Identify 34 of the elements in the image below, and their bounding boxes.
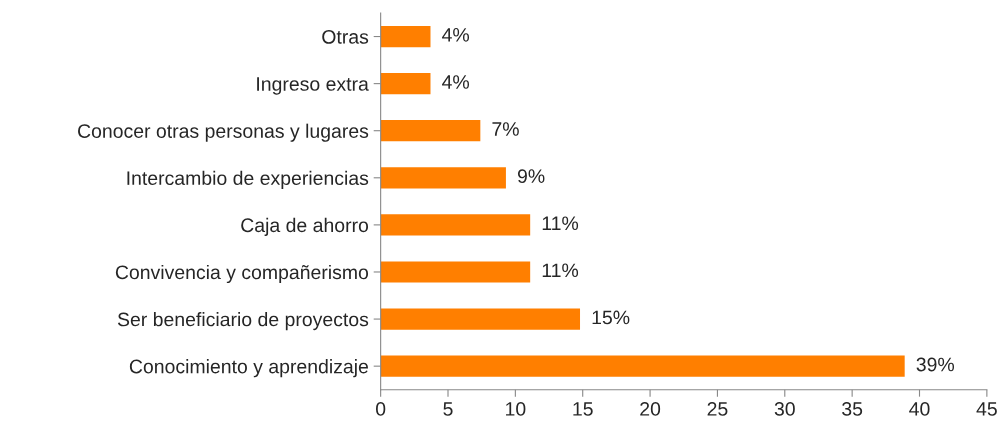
y-tick-label: Caja de ahorro — [241, 217, 369, 236]
bar — [380, 120, 481, 142]
x-tick-label: 35 — [842, 402, 863, 416]
x-tick-label: 45 — [976, 402, 997, 416]
bar — [380, 167, 506, 189]
y-tick-label: Ser beneficiario de proyectos — [117, 312, 369, 331]
data-label: 7% — [492, 122, 519, 136]
x-tick-label: 25 — [707, 402, 728, 416]
x-tick-label: 20 — [640, 402, 661, 416]
x-tick-label: 30 — [774, 402, 795, 416]
y-tick-label: Ingreso extra — [257, 77, 369, 95]
data-label: 4% — [442, 75, 470, 89]
x-tick-label: 15 — [573, 402, 593, 416]
data-label: 9% — [517, 169, 545, 184]
y-tick-label: Otras — [322, 30, 369, 44]
x-tick-label: 10 — [506, 402, 526, 416]
bar — [380, 214, 531, 236]
bar — [380, 73, 431, 95]
y-tick-label: Convivencia y compañerismo — [115, 264, 369, 284]
data-label: 15% — [592, 310, 630, 325]
bar — [380, 261, 531, 283]
y-tick-label: Intercambio de experiencias — [127, 170, 369, 189]
y-tick-label: Conocer otras personas y lugares — [78, 123, 369, 142]
x-tick-label: 5 — [443, 402, 453, 416]
data-label: 4% — [442, 28, 470, 42]
data-label: 11% — [542, 216, 579, 231]
x-tick-label: 40 — [909, 402, 930, 416]
data-label: 39% — [916, 357, 955, 372]
data-label: 11% — [542, 263, 579, 278]
x-tick-label: 0 — [376, 402, 386, 416]
bar — [380, 308, 581, 330]
bar — [380, 355, 905, 377]
y-tick-label: Conocimiento y aprendizaje — [129, 359, 368, 378]
bar — [380, 25, 431, 48]
